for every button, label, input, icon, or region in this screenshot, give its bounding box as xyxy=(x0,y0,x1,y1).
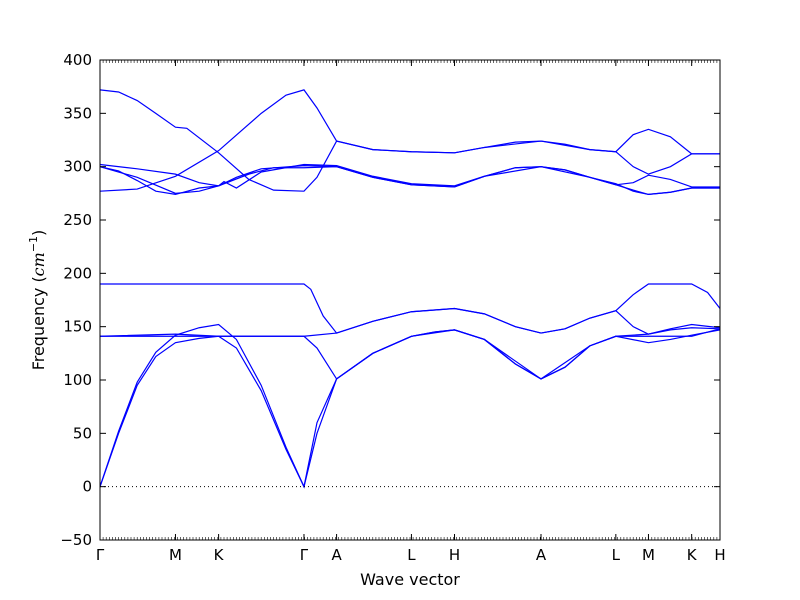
y-axis-label-suffix: ) xyxy=(29,230,48,236)
y-tick-label: 0 xyxy=(82,478,92,496)
x-tick-label: A xyxy=(331,546,342,564)
y-tick-label: 300 xyxy=(63,158,92,176)
band-line-5 xyxy=(100,283,721,334)
y-axis-label-exponent: −1 xyxy=(27,236,40,252)
x-axis-label: Wave vector xyxy=(360,570,460,589)
y-tick-labels: −50 0 50 100 150 200 250 300 350 400 xyxy=(60,51,92,549)
y-tick-label: 350 xyxy=(63,104,92,122)
y-tick-label: 250 xyxy=(63,211,92,229)
band-line-10 xyxy=(99,163,720,196)
x-tick-label: M xyxy=(169,546,182,564)
x-tick-label: L xyxy=(612,546,621,564)
x-tick-label: H xyxy=(714,546,725,564)
band-line-1 xyxy=(99,327,721,489)
y-tick-label: 100 xyxy=(63,371,92,389)
x-tick-label: H xyxy=(449,546,460,564)
band-line-6 xyxy=(99,89,720,192)
x-tick-label: K xyxy=(687,546,698,564)
axis-ticks xyxy=(99,59,721,541)
band-line-2 xyxy=(99,323,721,489)
band-line-7 xyxy=(99,89,720,192)
y-tick-label: 50 xyxy=(73,424,92,442)
x-tick-label: Γ xyxy=(300,546,309,564)
x-tick-label: Γ xyxy=(96,546,105,564)
y-axis-label-unit: cm xyxy=(29,252,48,276)
band-line-9 xyxy=(99,164,720,196)
x-minor-ticks xyxy=(99,60,721,540)
x-tick-label: A xyxy=(536,546,547,564)
y-axis-label: Frequency (cm−1) xyxy=(27,230,48,371)
x-tick-label: M xyxy=(642,546,655,564)
x-tick-label: K xyxy=(214,546,225,564)
y-tick-label: 400 xyxy=(63,51,92,69)
x-tick-label: L xyxy=(407,546,416,564)
y-tick-label: −50 xyxy=(60,531,92,549)
band-lines xyxy=(99,89,721,489)
y-axis-label-prefix: Frequency ( xyxy=(29,276,48,370)
y-tick-label: 200 xyxy=(63,264,92,282)
band-line-3 xyxy=(100,328,721,380)
y-tick-label: 150 xyxy=(63,318,92,336)
